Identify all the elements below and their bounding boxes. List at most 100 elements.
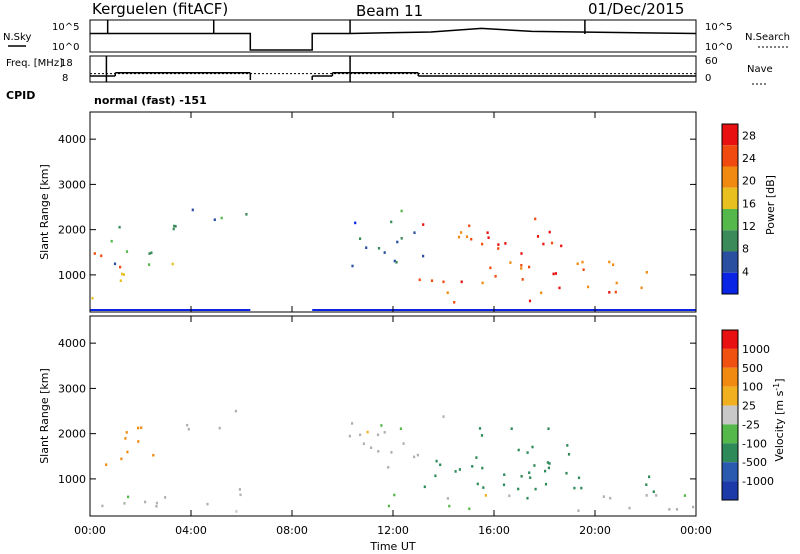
range-cell [503, 473, 506, 476]
range-cell [683, 494, 686, 497]
range-cell [380, 424, 383, 427]
velocity-colorbar-swatch [722, 462, 738, 482]
velocity-colorbar-swatch [722, 386, 738, 406]
nsky-tick-high: 10^5 [52, 22, 79, 33]
range-cell [520, 252, 523, 255]
range-cell [220, 216, 223, 220]
nave-tick-low: 0 [705, 73, 711, 84]
power-colorbar-swatch [722, 145, 738, 167]
power-colorbar-swatch [722, 187, 738, 209]
range-cell [548, 230, 551, 234]
range-tick-label: 2000 [58, 428, 86, 441]
range-cell [480, 434, 484, 437]
range-cell [400, 237, 403, 240]
range-cell [577, 476, 581, 480]
cpid-label: CPID [6, 89, 35, 102]
nsearch-tick-low: 10^0 [705, 42, 732, 53]
range-cell [565, 471, 568, 475]
range-cell [423, 485, 426, 489]
range-tick-label: 4000 [58, 133, 86, 146]
range-cell [471, 465, 474, 468]
range-tick-label: 3000 [58, 382, 86, 395]
range-cell [351, 264, 354, 268]
range-cell [475, 456, 478, 459]
range-cell [460, 231, 463, 234]
power-colorbar-swatch [722, 166, 738, 188]
velocity-colorbar-tick: 1000 [742, 343, 770, 356]
range-cell [517, 487, 520, 491]
range-cell [370, 446, 373, 449]
range-cell [520, 264, 523, 267]
range-cell [628, 506, 631, 510]
range-cell [567, 453, 571, 456]
range-cell [238, 488, 241, 491]
range-cell [542, 242, 545, 246]
velocity-ylabel: Slant Range [km] [38, 368, 51, 464]
range-cell [497, 243, 500, 246]
range-cell [399, 427, 402, 430]
range-cell [348, 434, 351, 438]
power-colorbar-tick: 8 [742, 243, 749, 256]
range-cell [155, 505, 158, 508]
time-tick-label: 00:00 [74, 524, 106, 537]
range-cell [245, 213, 248, 216]
nsky-trace [90, 20, 697, 51]
power-colorbar-swatch [722, 272, 738, 294]
power-colorbar-swatch [722, 230, 738, 252]
beam-title: Beam 11 [356, 2, 423, 20]
velocity-colorbar-tick: -1000 [742, 475, 774, 488]
range-cell [171, 262, 174, 266]
range-cell [413, 231, 416, 234]
range-cell [454, 470, 457, 473]
range-cell [422, 254, 425, 258]
range-cell [435, 459, 438, 463]
range-cell [547, 427, 550, 430]
range-cell [640, 286, 643, 290]
range-cell [692, 505, 695, 509]
range-cell [554, 272, 557, 275]
range-cell [460, 280, 463, 284]
range-cell [120, 457, 123, 461]
power-colorbar-tick: 20 [742, 175, 756, 188]
range-cell [174, 225, 177, 228]
range-cell [645, 483, 648, 486]
range-cell [137, 440, 140, 443]
power-colorbar-tick: 16 [742, 197, 756, 210]
range-tick-label: 1000 [58, 269, 86, 282]
range-cell [533, 464, 536, 467]
range-cell [508, 494, 511, 498]
range-cell [416, 453, 419, 457]
range-cell [377, 247, 381, 250]
range-cell [395, 261, 398, 264]
range-cell [118, 225, 121, 229]
range-cell [124, 437, 127, 440]
range-cell [439, 463, 442, 467]
range-cell [140, 426, 143, 429]
power-panel: 1000 2000 3000 4000 Slant Range [km] 4 8 12 16… [38, 111, 777, 313]
range-tick-label: 3000 [58, 178, 86, 191]
nave-tick-high: 60 [705, 56, 718, 67]
range-cell [457, 235, 461, 239]
time-tick-label: 16:00 [478, 524, 510, 537]
range-cell [487, 236, 490, 239]
range-cell [446, 497, 449, 500]
range-cell [520, 267, 523, 270]
range-cell [354, 221, 357, 225]
range-cell [351, 422, 354, 425]
range-cell [560, 244, 563, 248]
range-cell [127, 495, 130, 499]
range-cell [648, 475, 651, 479]
range-cell [365, 246, 368, 249]
freq-trace [90, 56, 696, 82]
power-yticks: 1000 2000 3000 4000 [58, 133, 696, 282]
power-colorbar-label: Power [dB] [764, 175, 777, 235]
range-cell [150, 251, 153, 255]
range-cell [434, 474, 437, 478]
power-ylabel: Slant Range [km] [38, 164, 51, 260]
range-cell [387, 504, 390, 508]
range-cell [113, 262, 117, 266]
range-cell [548, 462, 551, 465]
range-cell [540, 291, 543, 295]
range-cell [482, 486, 485, 489]
